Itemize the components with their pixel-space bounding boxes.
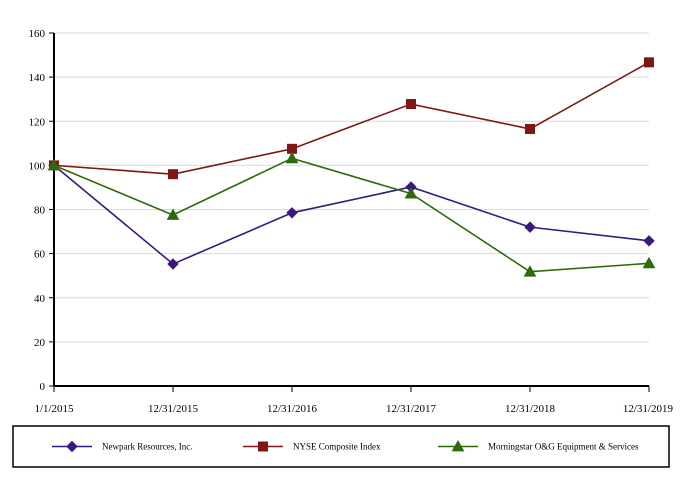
- data-point: [644, 57, 654, 68]
- series-line: [53, 157, 650, 273]
- legend-marker: [451, 439, 465, 452]
- data-point: [166, 208, 180, 220]
- y-tick-label: 0: [40, 381, 46, 393]
- series-2: [47, 151, 656, 277]
- y-tick-label: 140: [29, 72, 46, 84]
- x-tick-label: 12/31/2016: [267, 403, 318, 415]
- y-tick-label: 20: [34, 337, 46, 349]
- data-point: [523, 265, 537, 277]
- legend: Newpark Resources, Inc. NYSE Composite In…: [12, 425, 670, 468]
- data-point: [643, 235, 655, 247]
- series-line: [53, 61, 650, 176]
- data-point: [404, 187, 418, 199]
- series-group: [47, 57, 656, 277]
- y-tick-label: 160: [29, 28, 46, 40]
- legend-marker: [66, 440, 78, 453]
- series-1: [49, 57, 654, 180]
- x-axis-ticks: 1/1/2015 12/31/2015 12/31/2016 12/31/2017 12…: [34, 386, 673, 415]
- y-axis-ticks: 0 20 40 60 80 100 120 140 160: [29, 28, 54, 393]
- data-point: [47, 158, 61, 171]
- x-tick-label: 12/31/2017: [386, 403, 437, 415]
- data-point: [524, 221, 536, 233]
- legend-box: [12, 425, 670, 468]
- data-point: [285, 151, 299, 164]
- x-tick-label: 1/1/2015: [34, 403, 74, 415]
- series-line: [53, 164, 650, 265]
- y-tick-label: 60: [34, 249, 46, 261]
- x-tick-label: 12/31/2019: [623, 403, 674, 415]
- data-point: [167, 258, 179, 270]
- legend-label: Morningstar O&G Equipment & Services: [488, 442, 639, 452]
- x-tick-label: 12/31/2018: [505, 403, 556, 415]
- x-tick-label: 12/31/2015: [148, 403, 199, 415]
- legend-marker: [258, 441, 268, 452]
- gridlines: [54, 32, 649, 343]
- y-tick-label: 80: [34, 205, 46, 217]
- data-point: [406, 99, 416, 110]
- y-tick-label: 120: [29, 116, 46, 128]
- data-point: [642, 256, 656, 269]
- data-point: [168, 169, 178, 180]
- data-point: [286, 207, 298, 219]
- legend-label: Newpark Resources, Inc.: [102, 442, 192, 452]
- data-point: [525, 123, 535, 134]
- y-tick-label: 40: [34, 293, 46, 305]
- y-tick-label: 100: [29, 160, 46, 172]
- legend-label: NYSE Composite Index: [293, 442, 381, 452]
